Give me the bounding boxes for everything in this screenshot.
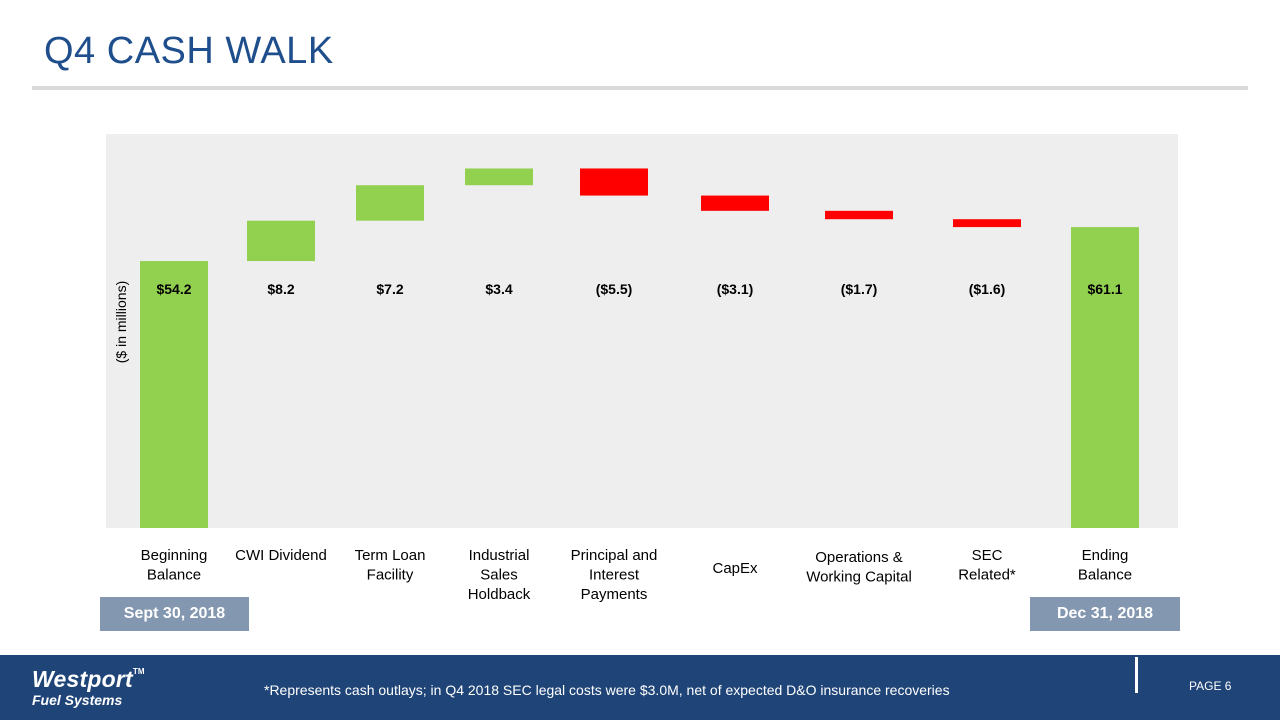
category-label-3-2: Holdback (468, 586, 531, 603)
waterfall-chart: ($ in millions) $54.2 Beginning Balance $8.2… (106, 134, 1178, 603)
value-label-5: ($3.1) (717, 281, 754, 297)
value-label-2: $7.2 (376, 281, 403, 297)
category-label-8-0: Ending (1082, 547, 1129, 564)
value-label-0: $54.2 (156, 281, 191, 297)
bar-8 (1071, 227, 1139, 528)
bar-0 (140, 261, 208, 528)
category-label-0-0: Beginning (141, 547, 208, 564)
logo-subtitle: Fuel Systems (32, 692, 123, 708)
title-divider (32, 86, 1248, 90)
footer-bar: WestportTM Fuel Systems *Represents cash… (0, 655, 1280, 720)
bar-7 (953, 219, 1021, 228)
value-label-7: ($1.6) (969, 281, 1006, 297)
bar-6 (825, 210, 893, 220)
end-date-badge: Dec 31, 2018 (1030, 597, 1180, 631)
category-label-3-0: Industrial (469, 547, 530, 564)
category-label-7-1: Related* (958, 567, 1016, 584)
category-label-3-1: Sales (480, 567, 518, 584)
value-label-6: ($1.7) (841, 281, 878, 297)
category-label-4-0: Principal and (571, 547, 658, 564)
footer-divider (1135, 657, 1138, 693)
bar-3 (465, 168, 533, 186)
value-label-4: ($5.5) (596, 281, 633, 297)
category-label-4-1: Interest (589, 567, 640, 584)
value-label-8: $61.1 (1087, 281, 1122, 297)
value-label-3: $3.4 (485, 281, 512, 297)
category-label-2-0: Term Loan (355, 547, 426, 564)
page-title: Q4 CASH WALK (44, 30, 334, 72)
category-label-7-0: SEC (972, 547, 1003, 564)
plot-area (106, 134, 1178, 528)
bar-5 (701, 195, 769, 211)
category-label-2-1: Facility (367, 567, 414, 584)
category-label-1-0: CWI Dividend (235, 547, 327, 564)
bar-1 (247, 220, 315, 262)
category-label-0-1: Balance (147, 567, 201, 584)
value-label-1: $8.2 (267, 281, 294, 297)
category-label-4-2: Payments (581, 586, 648, 603)
logo-trademark: TM (132, 667, 145, 676)
footnote: *Represents cash outlays; in Q4 2018 SEC… (264, 682, 950, 698)
bar-4 (580, 168, 648, 196)
category-label-6-1: Working Capital (806, 569, 912, 586)
bar-2 (356, 185, 424, 221)
start-date-badge: Sept 30, 2018 (100, 597, 249, 631)
y-axis-label: ($ in millions) (113, 281, 129, 363)
category-label-5-0: CapEx (712, 560, 758, 577)
category-label-8-1: Balance (1078, 567, 1132, 584)
page-number: PAGE 6 (1189, 679, 1232, 693)
logo-brand: Westport (32, 666, 133, 692)
company-logo[interactable]: WestportTM Fuel Systems (32, 666, 145, 708)
category-label-6-0: Operations & (815, 549, 903, 566)
